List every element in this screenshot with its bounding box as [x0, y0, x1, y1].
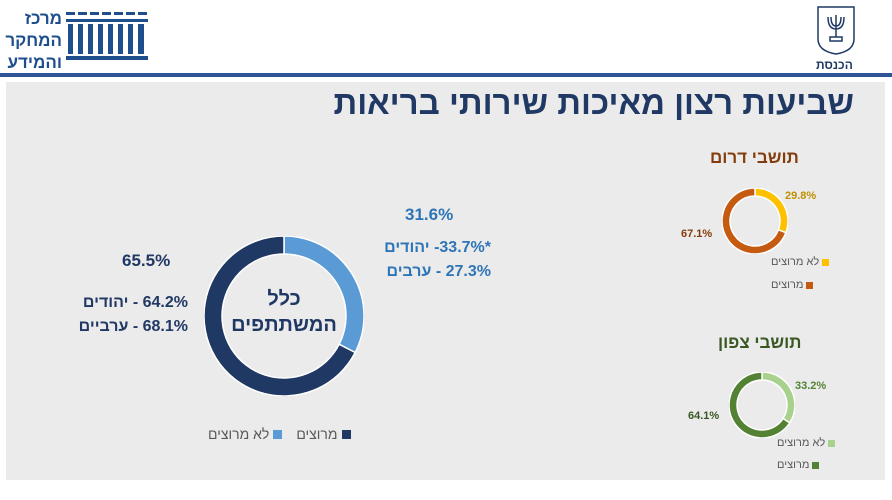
donut-slice-satisfied: [204, 236, 357, 396]
data-label-satisfied: 64.1%: [688, 410, 720, 422]
legend-item-satisfied: מרוצים: [296, 426, 351, 442]
legend-label: מרוצים: [777, 459, 810, 471]
donut-south: [722, 188, 788, 254]
annotation-satisfied-jews: 64.2% - יהודים: [82, 294, 188, 311]
legend-swatch: [822, 258, 830, 266]
legend-label: מרוצים: [296, 426, 338, 442]
legend-swatch: [806, 281, 814, 289]
legend-label: מרוצים: [771, 279, 804, 291]
donut-north: [729, 372, 795, 438]
research-center-name: מרכז המחקר והמידע: [5, 9, 62, 72]
legend-label: לא מרוצים: [208, 426, 270, 442]
legend-item-not-satisfied: לא מרוצים: [208, 426, 283, 442]
legend-item-not-satisfied: לא מרוצים: [771, 256, 830, 268]
legend-item-satisfied: מרוצים: [777, 459, 820, 471]
legend-item-not-satisfied: לא מרוצים: [777, 437, 836, 449]
donut-slice-not-satisfied: [754, 188, 788, 234]
legend-label: לא מרוצים: [771, 256, 820, 268]
page-title: שביעות רצון מאיכות שירותי בריאות: [333, 84, 854, 121]
legend-overall: מרוצים לא מרוצים: [208, 426, 351, 442]
donut-overall: [204, 236, 364, 396]
annotation-satisfied-arabs: 68.1% - ערביים: [78, 318, 188, 335]
south-title: תושבי דרום: [710, 148, 799, 167]
knesset-emblem-icon: [816, 5, 856, 60]
legend-swatch: [273, 429, 283, 439]
data-label-satisfied: 65.5%: [122, 251, 171, 270]
legend-label: לא מרוצים: [777, 437, 826, 449]
donut-slice-not-satisfied: [761, 372, 795, 424]
annotation-not-satisfied-jews: *33.7%- יהודים: [384, 239, 491, 256]
building-icon: [66, 12, 148, 60]
data-label-not-satisfied: 33.2%: [795, 380, 827, 392]
data-label-satisfied: 67.1%: [681, 228, 713, 240]
data-label-not-satisfied: 29.8%: [785, 190, 817, 202]
research-center-logo: [66, 12, 148, 60]
knesset-label: הכנסת: [816, 58, 853, 72]
donut-slice-satisfied: [729, 372, 791, 438]
legend-swatch: [341, 429, 351, 439]
annotation-not-satisfied-arabs: 27.3% - ערבים: [386, 263, 492, 280]
data-label-not-satisfied: 31.6%: [405, 205, 454, 224]
header-divider: [0, 73, 892, 77]
north-title: תושבי צפון: [718, 333, 802, 352]
donut-slice-satisfied: [722, 188, 787, 254]
legend-swatch: [828, 439, 836, 447]
legend-item-satisfied: מרוצים: [771, 279, 814, 291]
legend-swatch: [812, 461, 820, 469]
center-label: כלל המשתתפים: [231, 288, 337, 336]
